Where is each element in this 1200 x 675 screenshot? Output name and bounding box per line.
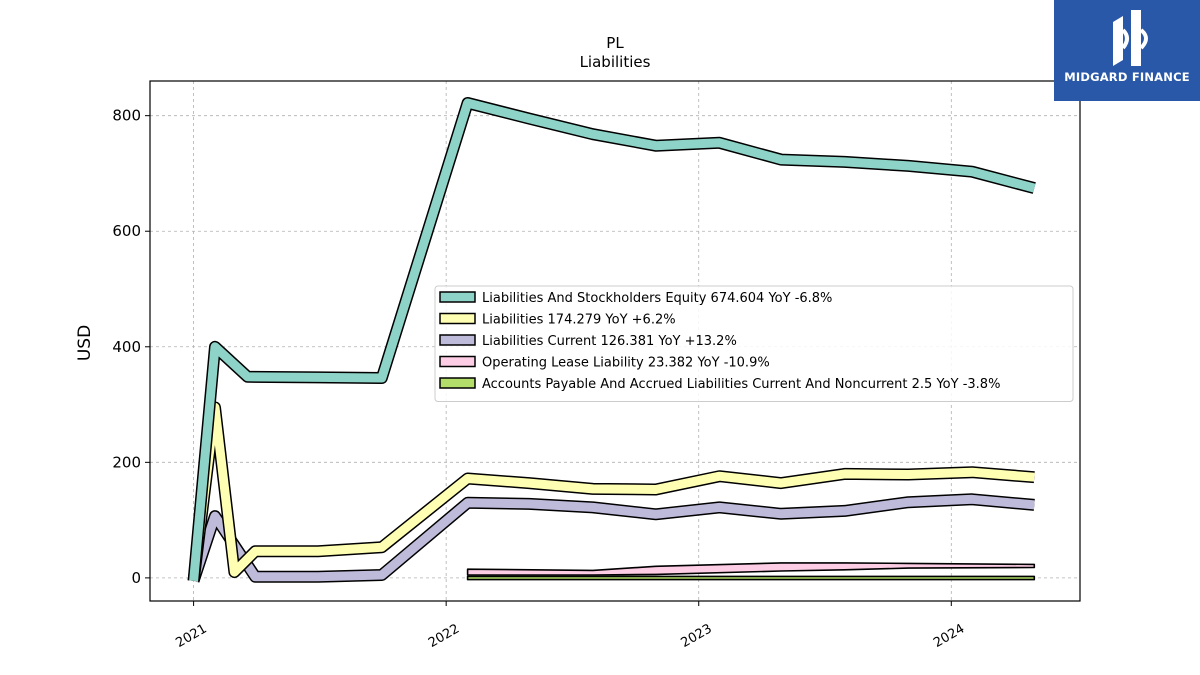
x-tick-label: 2022 (426, 621, 462, 651)
series-line (189, 402, 1035, 582)
y-tick-label: 600 (112, 222, 141, 240)
legend-entry: Accounts Payable And Accrued Liabilities… (482, 377, 1000, 392)
series-liabilities (187, 401, 1035, 582)
series-liabilities-current (187, 493, 1035, 583)
series-band (466, 562, 1036, 576)
series-line (189, 98, 1036, 582)
x-tick-label: 2023 (679, 621, 715, 651)
series-liabilities-and-stockholders-equity (187, 97, 1036, 582)
series-layer (187, 97, 1036, 583)
legend-entry: Liabilities 174.279 YoY +6.2% (482, 313, 676, 328)
legend-entry: Liabilities Current 126.381 YoY +13.2% (482, 334, 737, 349)
legend-swatch (439, 291, 476, 303)
series-band (466, 575, 1036, 581)
legend-entry: Liabilities And Stockholders Equity 674.… (482, 291, 832, 306)
x-tick-label: 2021 (173, 621, 209, 651)
series-line (189, 494, 1035, 583)
legend: Liabilities And Stockholders Equity 674.… (434, 285, 1074, 402)
y-tick-label: 800 (112, 107, 141, 125)
legend-swatch (439, 377, 476, 389)
logo-text: MIDGARD FINANCE (1064, 70, 1190, 84)
chart-subtitle: Liabilities (580, 53, 651, 71)
legend-entry: Operating Lease Liability 23.382 YoY -10… (482, 356, 770, 371)
x-tick-label: 2024 (931, 621, 967, 651)
brand-logo: MIDGARD FINANCE (1054, 0, 1200, 101)
y-axis-label: USD (75, 325, 95, 361)
plot-frame (149, 80, 1081, 602)
legend-swatch (439, 355, 476, 368)
axes: 0 200 400 600 800 2021 2022 2023 2024 (112, 107, 967, 651)
y-tick-label: 200 (112, 453, 141, 471)
legend-box (434, 285, 1074, 402)
chart-title: PL (606, 34, 624, 52)
legend-swatch (439, 334, 476, 346)
y-tick-label: 400 (112, 338, 141, 356)
series-operating-lease-liability (466, 562, 1036, 576)
logo-mark-icon (1113, 10, 1148, 66)
series-accounts-payable-and-accrued-liabilities-current-and-noncurrent (466, 575, 1036, 581)
legend-swatch (439, 312, 476, 325)
y-tick-label: 0 (131, 569, 141, 587)
